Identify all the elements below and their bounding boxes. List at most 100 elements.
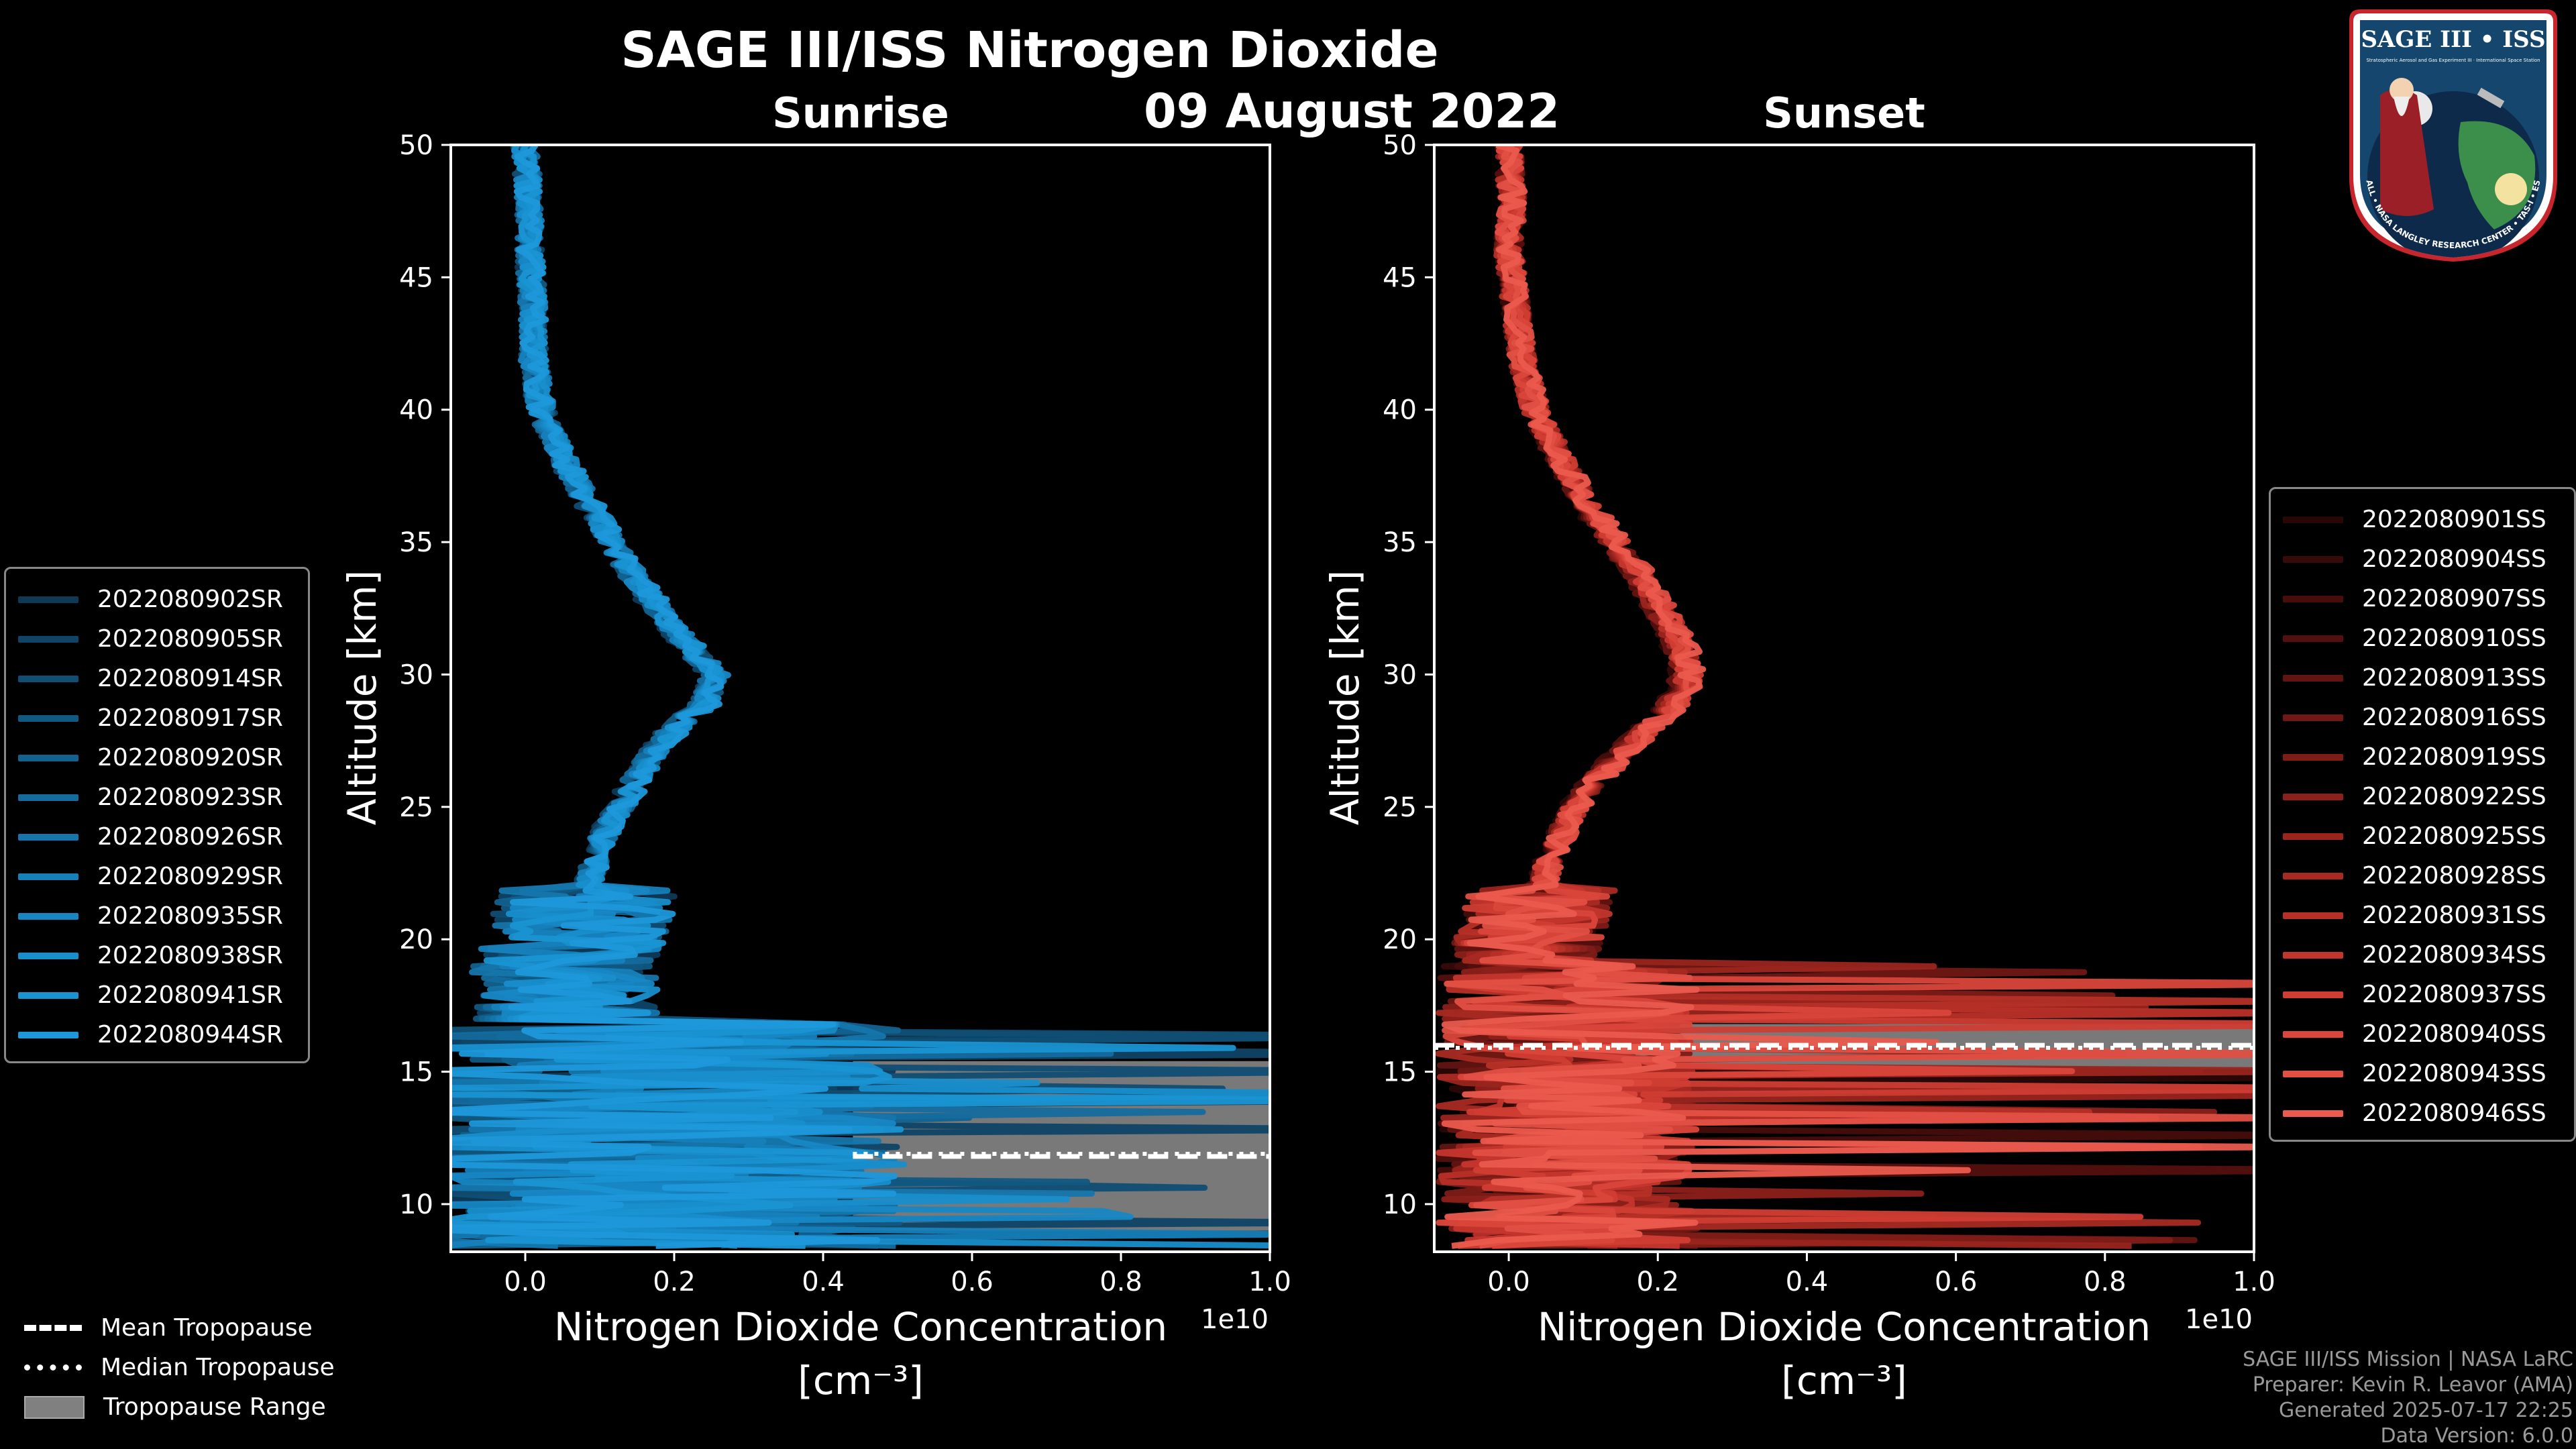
legend-item-2022080904SS: 2022080904SS — [2283, 539, 2562, 579]
logo-subtitle: Stratospheric Aerosol and Gas Experiment… — [2366, 58, 2540, 63]
sunrise-ytick-label: 25 — [399, 792, 433, 823]
sunrise-panel: 0.0 0.2 0.4 0.6 0.8 1.0 10 15 20 25 30 35 40 45 50 Sunr… — [339, 89, 1291, 1403]
legend-swatch — [18, 635, 78, 643]
sunset-xtick-label: 0.4 — [1786, 1267, 1829, 1297]
legend-swatch — [18, 952, 78, 959]
legend-label: 2022080914SR — [97, 665, 283, 692]
legend-label: 2022080946SS — [2362, 1099, 2546, 1127]
sunset-x-axis-units: [cm⁻³] — [1781, 1358, 1907, 1403]
legend-label: 2022080944SR — [97, 1021, 283, 1049]
sunrise-ytick-label: 20 — [399, 924, 433, 955]
sunrise-panel-title: Sunrise — [772, 89, 949, 138]
legend-label: 2022080937SS — [2362, 981, 2546, 1008]
sunset-plot-area — [1434, 145, 2254, 1249]
legend-swatch — [2283, 872, 2343, 879]
legend-median-tropopause-label: Median Tropopause — [101, 1354, 335, 1381]
sunrise-ytick-label: 35 — [399, 527, 433, 558]
legend-item-2022080902SR: 2022080902SR — [18, 580, 296, 619]
sunrise-x-axis-label: Nitrogen Dioxide Concentration — [554, 1304, 1167, 1350]
sunset-xtick-label: 0.6 — [1935, 1267, 1978, 1297]
legend-swatch — [18, 873, 78, 880]
legend-swatch — [2283, 991, 2343, 998]
legend-label: 2022080928SS — [2362, 862, 2546, 890]
credits: SAGE III/ISS Mission | NASA LaRC Prepare… — [2243, 1347, 2573, 1449]
sunrise-xtick-label: 1.0 — [1248, 1267, 1291, 1297]
sunrise-x-axis-units: [cm⁻³] — [798, 1358, 924, 1403]
legend-label: 2022080901SS — [2362, 506, 2546, 533]
legend-label: 2022080923SR — [97, 784, 283, 811]
legend-label: 2022080934SS — [2362, 941, 2546, 969]
legend-label: 2022080925SS — [2362, 822, 2546, 850]
credit-preparer: Preparer: Kevin R. Leavor (AMA) — [2252, 1373, 2573, 1397]
sunrise-xtick-label: 0.6 — [951, 1267, 994, 1297]
legend-item-2022080923SR: 2022080923SR — [18, 777, 296, 817]
credit-generated: Generated 2025-07-17 22:25 — [2278, 1399, 2573, 1422]
sunset-y-axis-label: Altitude [km] — [1322, 570, 1368, 825]
legend-label: 2022080917SR — [97, 704, 283, 732]
sunset-ytick-label: 15 — [1383, 1057, 1417, 1088]
legend-swatch — [2283, 833, 2343, 840]
sunset-xtick-label: 0.8 — [2084, 1267, 2127, 1297]
legend-item-2022080907SS: 2022080907SS — [2283, 579, 2562, 619]
legend-item-2022080905SR: 2022080905SR — [18, 619, 296, 659]
legend-item-2022080938SR: 2022080938SR — [18, 936, 296, 975]
legend-swatch — [2283, 951, 2343, 959]
legend-label: 2022080919SS — [2362, 743, 2546, 771]
credit-mission: SAGE III/ISS Mission | NASA LaRC — [2243, 1348, 2573, 1371]
legend-label: 2022080910SS — [2362, 625, 2546, 652]
legend-swatch — [2283, 912, 2343, 919]
main-title: SAGE III/ISS Nitrogen Dioxide — [621, 21, 1438, 79]
legend-label: 2022080943SS — [2362, 1060, 2546, 1087]
legend-item-2022080919SS: 2022080919SS — [2283, 737, 2562, 777]
sunset-panel-title: Sunset — [1763, 89, 1925, 138]
legend-label: 2022080913SS — [2362, 664, 2546, 692]
legend-label: 2022080920SR — [97, 744, 283, 771]
legend-item-2022080914SR: 2022080914SR — [18, 659, 296, 698]
sunrise-x-scale-label: 1e10 — [1201, 1304, 1269, 1335]
logo-title: SAGE III • ISS — [2361, 26, 2545, 53]
legend-label: 2022080904SS — [2362, 545, 2546, 573]
legend-swatch — [18, 833, 78, 841]
sunset-axes-frame — [1433, 144, 2255, 1253]
sunset-x-axis-label: Nitrogen Dioxide Concentration — [1538, 1304, 2151, 1350]
legend-item-2022080910SS: 2022080910SS — [2283, 619, 2562, 658]
sunrise-xtick-label: 0.2 — [653, 1267, 696, 1297]
sunrise-xtick-label: 0.8 — [1099, 1267, 1142, 1297]
tropopause-legend: Mean Tropopause Median Tropopause Tropop… — [24, 1308, 335, 1427]
legend-label: 2022080940SS — [2362, 1020, 2546, 1048]
legend-item-2022080926SR: 2022080926SR — [18, 817, 296, 857]
legend-tropopause-range: Tropopause Range — [24, 1387, 335, 1427]
legend-tropopause-range-label: Tropopause Range — [103, 1393, 326, 1421]
legend-mean-tropopause-label: Mean Tropopause — [101, 1314, 313, 1342]
profile-2022080946SS — [1441, 145, 2254, 1249]
sunset-ytick-label: 25 — [1383, 792, 1417, 823]
legend-item-2022080922SS: 2022080922SS — [2283, 777, 2562, 816]
legend-label: 2022080922SS — [2362, 783, 2546, 810]
legend-mean-tropopause: Mean Tropopause — [24, 1308, 335, 1348]
sunrise-ytick-label: 50 — [399, 130, 433, 161]
legend-swatch — [18, 991, 78, 999]
legend-label: 2022080941SR — [97, 981, 283, 1009]
legend-swatch — [2283, 674, 2343, 682]
legend-item-2022080920SR: 2022080920SR — [18, 738, 296, 777]
sunset-ytick-label: 10 — [1383, 1189, 1417, 1220]
legend-swatch — [2283, 714, 2343, 721]
sunrise-ytick-label: 15 — [399, 1057, 433, 1088]
legend-median-tropopause: Median Tropopause — [24, 1348, 335, 1387]
sunrise-y-axis-label: Altitude [km] — [339, 570, 385, 825]
legend-item-2022080941SR: 2022080941SR — [18, 975, 296, 1015]
sunrise-ytick-label: 45 — [399, 262, 433, 293]
legend-swatch — [2283, 595, 2343, 602]
legend-item-2022080925SS: 2022080925SS — [2283, 816, 2562, 856]
legend-item-2022080931SS: 2022080931SS — [2283, 896, 2562, 935]
legend-swatch — [2283, 753, 2343, 761]
legend-label: 2022080935SR — [97, 902, 283, 930]
sunset-x-scale-label: 1e10 — [2185, 1304, 2253, 1335]
legend-item-2022080944SR: 2022080944SR — [18, 1015, 296, 1055]
legend-item-2022080913SS: 2022080913SS — [2283, 658, 2562, 698]
legend-swatch — [18, 912, 78, 920]
sunrise-legend: 2022080902SR 2022080905SR 2022080914SR 2022… — [4, 567, 310, 1063]
sunset-ytick-label: 35 — [1383, 527, 1417, 558]
sage-iii-iss-logo: SAGE III • ISS Stratospheric Aerosol and… — [2340, 8, 2557, 262]
sunrise-xtick-label: 0.0 — [504, 1267, 547, 1297]
